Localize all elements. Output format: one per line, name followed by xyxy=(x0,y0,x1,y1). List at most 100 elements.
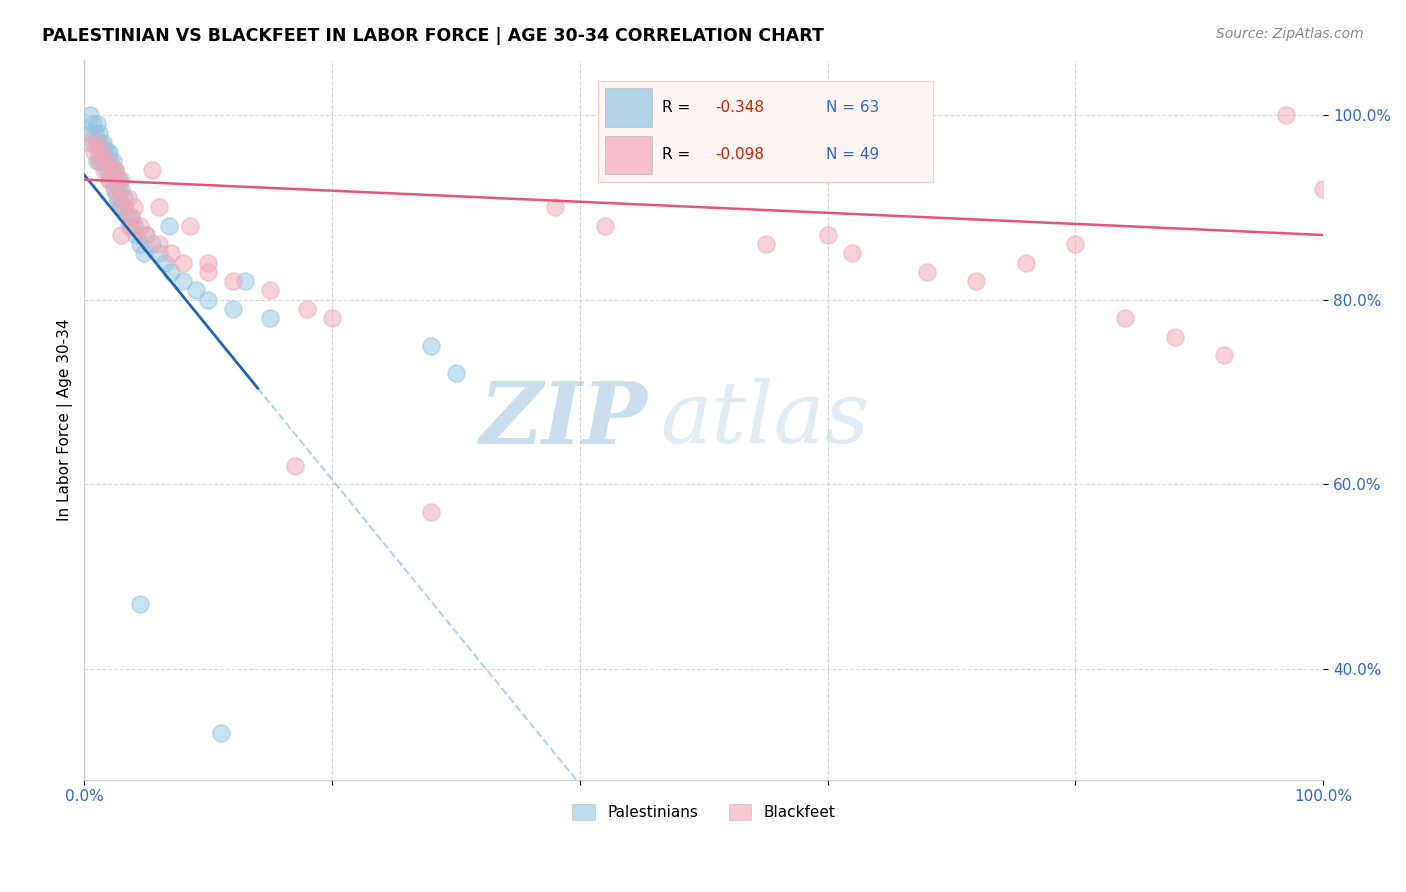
Point xyxy=(1275,108,1298,122)
Point xyxy=(98,154,121,169)
Point xyxy=(98,172,121,186)
Y-axis label: In Labor Force | Age 30-34: In Labor Force | Age 30-34 xyxy=(58,318,73,521)
Point xyxy=(104,163,127,178)
Point xyxy=(122,219,145,233)
Point xyxy=(90,145,112,159)
Point xyxy=(120,210,142,224)
Point xyxy=(755,237,778,252)
Point xyxy=(90,145,112,159)
Point xyxy=(141,163,163,178)
Point xyxy=(97,154,120,169)
Point xyxy=(103,182,125,196)
Point xyxy=(91,154,114,169)
Point xyxy=(259,311,281,326)
Point xyxy=(222,274,245,288)
Text: PALESTINIAN VS BLACKFEET IN LABOR FORCE | AGE 30-34 CORRELATION CHART: PALESTINIAN VS BLACKFEET IN LABOR FORCE … xyxy=(42,27,824,45)
Point xyxy=(321,311,343,326)
Text: atlas: atlas xyxy=(661,378,869,461)
Point xyxy=(89,154,111,169)
Point xyxy=(100,163,122,178)
Point xyxy=(117,210,139,224)
Point xyxy=(593,219,616,233)
Point xyxy=(297,301,319,316)
Point xyxy=(94,154,117,169)
Point xyxy=(1114,311,1136,326)
Point xyxy=(96,163,118,178)
Point xyxy=(91,136,114,150)
Point xyxy=(1163,329,1185,343)
Point xyxy=(79,136,101,150)
Point xyxy=(86,136,108,150)
Point xyxy=(79,127,101,141)
Point xyxy=(817,227,839,242)
Point xyxy=(172,255,194,269)
Text: ZIP: ZIP xyxy=(481,378,648,461)
Point xyxy=(93,145,115,159)
Point xyxy=(104,182,127,196)
Point xyxy=(112,191,135,205)
Point xyxy=(148,246,170,260)
Point xyxy=(420,339,443,353)
Point xyxy=(1015,255,1038,269)
Point xyxy=(110,172,132,186)
Point xyxy=(108,172,131,186)
Point xyxy=(197,255,219,269)
Point xyxy=(135,227,157,242)
Point xyxy=(98,172,121,186)
Point xyxy=(100,163,122,178)
Point xyxy=(110,227,132,242)
Point xyxy=(148,200,170,214)
Point xyxy=(96,154,118,169)
Point xyxy=(98,163,121,178)
Point xyxy=(172,274,194,288)
Point xyxy=(965,274,987,288)
Point xyxy=(108,191,131,205)
Point xyxy=(235,274,257,288)
Point xyxy=(96,145,118,159)
Point xyxy=(135,227,157,242)
Point xyxy=(112,200,135,214)
Point xyxy=(89,154,111,169)
Point xyxy=(110,182,132,196)
Point xyxy=(89,136,111,150)
Point xyxy=(108,191,131,205)
Point xyxy=(105,172,128,186)
Point xyxy=(1213,348,1236,362)
Point xyxy=(89,145,111,159)
Point xyxy=(117,191,139,205)
Point xyxy=(148,237,170,252)
Point xyxy=(89,127,111,141)
Point xyxy=(197,293,219,307)
Point xyxy=(179,219,201,233)
Legend: Palestinians, Blackfeet: Palestinians, Blackfeet xyxy=(565,797,842,826)
Point xyxy=(107,182,129,196)
Point xyxy=(209,726,232,740)
Point xyxy=(129,219,152,233)
Point xyxy=(1064,237,1087,252)
Point xyxy=(120,210,142,224)
Point xyxy=(197,265,219,279)
Point xyxy=(84,127,107,141)
Point xyxy=(222,301,245,316)
Point xyxy=(841,246,863,260)
Text: Source: ZipAtlas.com: Source: ZipAtlas.com xyxy=(1216,27,1364,41)
Point xyxy=(104,163,127,178)
Point xyxy=(98,145,121,159)
Point xyxy=(1312,182,1334,196)
Point xyxy=(104,182,127,196)
Point xyxy=(153,255,176,269)
Point xyxy=(129,237,152,252)
Point xyxy=(132,246,155,260)
Point xyxy=(284,458,307,473)
Point xyxy=(101,154,124,169)
Point xyxy=(184,284,207,298)
Point xyxy=(160,246,183,260)
Point xyxy=(86,154,108,169)
Point xyxy=(110,200,132,214)
Point xyxy=(122,200,145,214)
Point xyxy=(93,163,115,178)
Point xyxy=(79,108,101,122)
Point xyxy=(105,191,128,205)
Point xyxy=(83,136,105,150)
Point xyxy=(101,172,124,186)
